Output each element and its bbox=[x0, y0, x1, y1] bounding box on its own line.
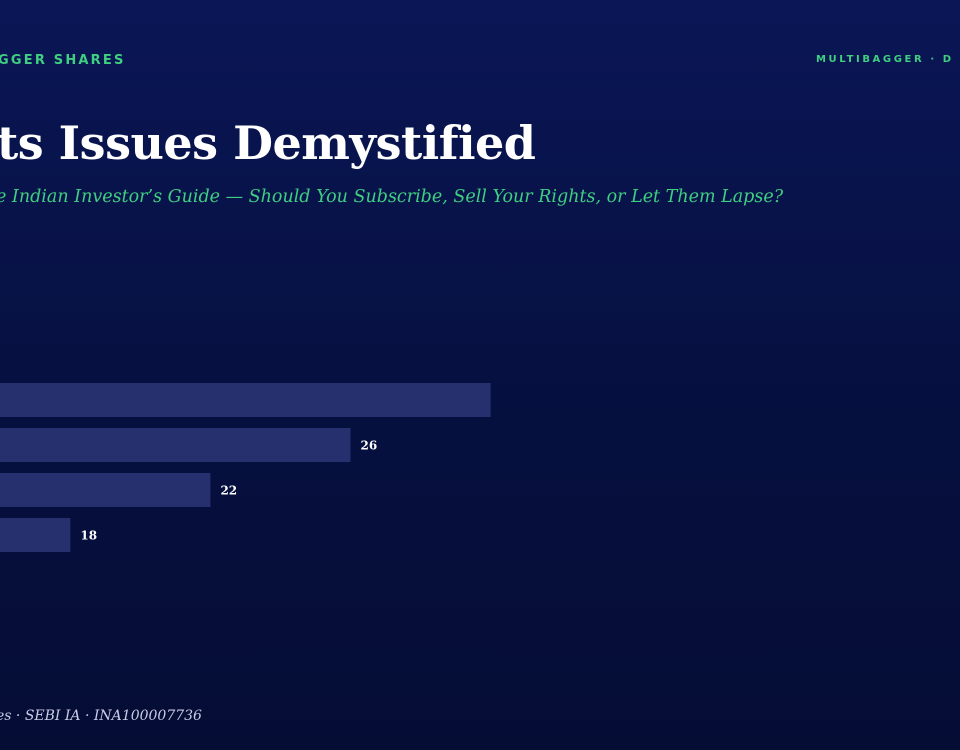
brand-left: GGER SHARES bbox=[0, 53, 126, 68]
bar-value-label-2: 22 bbox=[220, 484, 237, 498]
bar-value-label-1: 26 bbox=[361, 439, 378, 453]
footer-text: es · SEBI IA · INA100007736 bbox=[0, 708, 202, 724]
bar-2 bbox=[0, 473, 211, 507]
brand-right: MULTIBAGGER · D bbox=[816, 54, 954, 65]
bar-1 bbox=[0, 428, 351, 462]
page-subtitle: e Indian Investor’s Guide — Should You S… bbox=[0, 187, 784, 207]
page-title: ts Issues Demystified bbox=[0, 116, 536, 170]
bar-0 bbox=[0, 383, 491, 417]
bar-value-label-3: 18 bbox=[80, 529, 97, 543]
bar-3 bbox=[0, 518, 71, 552]
